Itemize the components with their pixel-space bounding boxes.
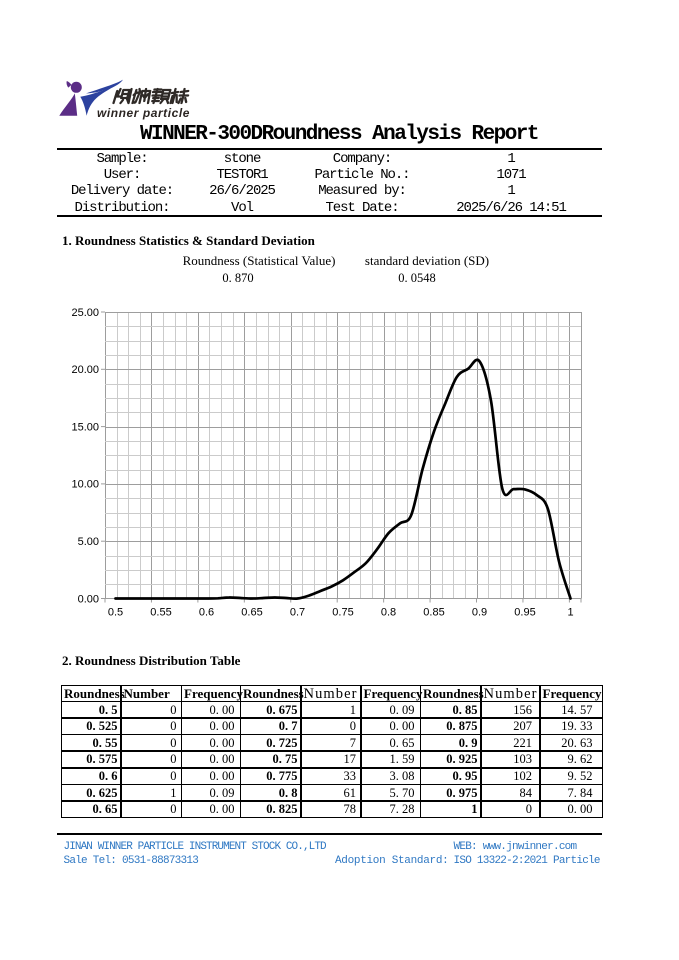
- svg-text:0.85: 0.85: [423, 607, 444, 619]
- svg-text:0.00: 0.00: [78, 593, 99, 605]
- svg-text:0.8: 0.8: [381, 607, 396, 619]
- svg-text:0.9: 0.9: [472, 607, 487, 619]
- svg-text:0.95: 0.95: [514, 607, 535, 619]
- svg-text:1: 1: [567, 607, 573, 619]
- svg-text:0.6: 0.6: [199, 607, 214, 619]
- svg-text:0.55: 0.55: [150, 607, 171, 619]
- svg-text:0.7: 0.7: [290, 607, 305, 619]
- svg-text:0.5: 0.5: [108, 607, 123, 619]
- svg-text:10.00: 10.00: [71, 479, 99, 491]
- svg-text:0.65: 0.65: [241, 607, 262, 619]
- svg-text:25.00: 25.00: [71, 307, 99, 319]
- svg-text:15.00: 15.00: [71, 421, 99, 433]
- svg-text:20.00: 20.00: [71, 364, 99, 376]
- svg-text:5.00: 5.00: [78, 536, 99, 548]
- svg-text:0.75: 0.75: [332, 607, 353, 619]
